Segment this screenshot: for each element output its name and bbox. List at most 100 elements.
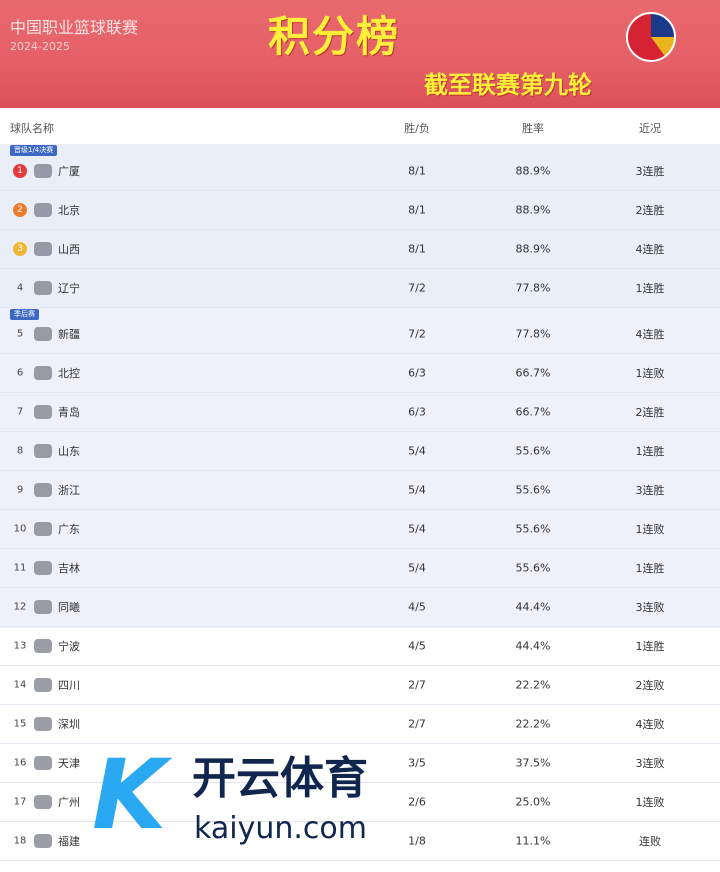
team-name: 辽宁 xyxy=(58,282,80,295)
team-logo-icon xyxy=(34,203,52,217)
team-logo-icon xyxy=(34,561,52,575)
rank: 15 xyxy=(13,718,27,730)
team-logo-icon xyxy=(34,281,52,295)
table-row[interactable]: 4 辽宁 7/2 77.8% 1连胜 xyxy=(0,269,720,308)
rank: 2 xyxy=(13,203,27,217)
rank: 6 xyxy=(16,367,24,379)
team-name: 广东 xyxy=(58,523,80,536)
win-pct: 37.5% xyxy=(515,756,551,770)
rank: 4 xyxy=(16,282,24,294)
team-name: 福建 xyxy=(58,835,80,848)
rank: 1 xyxy=(13,164,27,178)
win-pct: 11.1% xyxy=(515,834,551,848)
streak: 1连胜 xyxy=(635,562,665,575)
win-loss: 6/3 xyxy=(408,366,426,380)
team-name: 新疆 xyxy=(58,328,80,341)
team-name: 北京 xyxy=(58,204,80,217)
win-loss: 5/4 xyxy=(408,444,426,458)
team-logo-icon xyxy=(34,639,52,653)
playoff-tag: 季后赛 xyxy=(10,309,39,320)
table-row[interactable]: 18 福建 1/8 11.1% 连败 xyxy=(0,822,720,861)
win-loss: 2/7 xyxy=(408,678,426,692)
playoff-zone xyxy=(0,308,720,628)
team-logo-icon xyxy=(34,522,52,536)
streak: 连败 xyxy=(639,835,661,848)
table-row[interactable]: 8 山东 5/4 55.6% 1连胜 xyxy=(0,432,720,471)
table-row[interactable]: 17 广州 2/6 25.0% 1连败 xyxy=(0,783,720,822)
team-name: 山西 xyxy=(58,243,80,256)
win-loss: 6/3 xyxy=(408,405,426,419)
win-pct: 88.9% xyxy=(515,164,551,178)
win-pct: 88.9% xyxy=(515,203,551,217)
rank: 14 xyxy=(13,679,27,691)
streak: 1连败 xyxy=(635,523,665,536)
table-row[interactable]: 6 北控 6/3 66.7% 1连败 xyxy=(0,354,720,393)
rank: 17 xyxy=(13,796,27,808)
rank: 16 xyxy=(13,757,27,769)
rank: 5 xyxy=(16,328,24,340)
streak: 3连胜 xyxy=(635,484,665,497)
win-pct: 66.7% xyxy=(515,366,551,380)
table-row[interactable]: 14 四川 2/7 22.2% 2连败 xyxy=(0,666,720,705)
win-pct: 55.6% xyxy=(515,483,551,497)
streak: 3连败 xyxy=(635,757,665,770)
win-pct: 22.2% xyxy=(515,717,551,731)
watermark-logo-icon: K xyxy=(92,739,167,851)
rank: 3 xyxy=(13,242,27,256)
table-row[interactable]: 1 广厦 8/1 88.9% 3连胜 xyxy=(0,152,720,191)
table-row[interactable]: 12 同曦 4/5 44.4% 3连败 xyxy=(0,588,720,627)
team-name: 四川 xyxy=(58,679,80,692)
team-name: 吉林 xyxy=(58,562,80,575)
team-name: 山东 xyxy=(58,445,80,458)
win-pct: 55.6% xyxy=(515,561,551,575)
rank: 7 xyxy=(16,406,24,418)
table-row[interactable]: 7 青岛 6/3 66.7% 2连胜 xyxy=(0,393,720,432)
streak: 4连胜 xyxy=(635,243,665,256)
win-loss: 8/1 xyxy=(408,203,426,217)
team-logo-icon xyxy=(34,242,52,256)
rank: 9 xyxy=(16,484,24,496)
table-row[interactable]: 11 吉林 5/4 55.6% 1连胜 xyxy=(0,549,720,588)
table-row[interactable]: 3 山西 8/1 88.9% 4连胜 xyxy=(0,230,720,269)
team-logo-icon xyxy=(34,327,52,341)
page-subtitle: 截至联赛第九轮 xyxy=(424,71,592,99)
table-row[interactable]: 2 北京 8/1 88.9% 2连胜 xyxy=(0,191,720,230)
table-row[interactable]: 5 新疆 7/2 77.8% 4连胜 xyxy=(0,315,720,354)
col-wl: 胜/负 xyxy=(404,122,430,135)
streak: 4连败 xyxy=(635,718,665,731)
team-logo-icon xyxy=(34,366,52,380)
team-logo-icon xyxy=(34,600,52,614)
win-pct: 88.9% xyxy=(515,242,551,256)
streak: 1连败 xyxy=(635,796,665,809)
win-loss: 2/7 xyxy=(408,717,426,731)
win-pct: 77.8% xyxy=(515,327,551,341)
win-pct: 77.8% xyxy=(515,281,551,295)
league-name: 中国职业篮球联赛 xyxy=(10,18,139,37)
win-pct: 55.6% xyxy=(515,522,551,536)
rank: 11 xyxy=(13,562,27,574)
rank: 13 xyxy=(13,640,27,652)
win-loss: 5/4 xyxy=(408,522,426,536)
season: 2024-2025 xyxy=(10,40,70,53)
team-name: 广州 xyxy=(58,796,80,809)
table-row[interactable]: 13 宁波 4/5 44.4% 1连胜 xyxy=(0,627,720,666)
streak: 1连胜 xyxy=(635,640,665,653)
table-row[interactable]: 9 浙江 5/4 55.6% 3连胜 xyxy=(0,471,720,510)
table-row[interactable]: 16 天津 3/5 37.5% 3连败 xyxy=(0,744,720,783)
team-logo-icon xyxy=(34,678,52,692)
table-row[interactable]: 10 广东 5/4 55.6% 1连败 xyxy=(0,510,720,549)
win-pct: 44.4% xyxy=(515,639,551,653)
streak: 4连胜 xyxy=(635,328,665,341)
win-pct: 55.6% xyxy=(515,444,551,458)
watermark-text: 开云体育 xyxy=(192,753,368,804)
watermark: K 开云体育 kaiyun.com xyxy=(92,745,382,855)
team-name: 宁波 xyxy=(58,640,80,653)
win-loss: 7/2 xyxy=(408,327,426,341)
win-loss: 8/1 xyxy=(408,164,426,178)
table-row[interactable]: 15 深圳 2/7 22.2% 4连败 xyxy=(0,705,720,744)
win-loss: 7/2 xyxy=(408,281,426,295)
quarterfinal-zone xyxy=(0,144,720,308)
win-loss: 5/4 xyxy=(408,561,426,575)
rank: 12 xyxy=(13,601,27,613)
win-pct: 25.0% xyxy=(515,795,551,809)
